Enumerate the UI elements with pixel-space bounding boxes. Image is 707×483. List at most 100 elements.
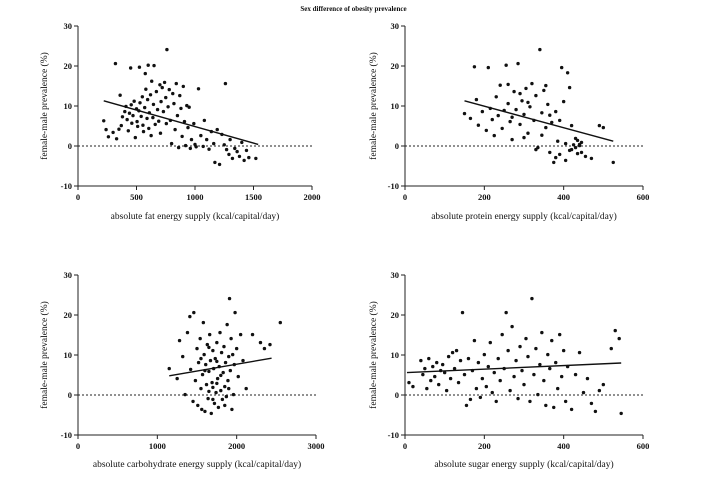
data-point <box>268 342 272 347</box>
data-point <box>546 102 550 107</box>
data-point <box>554 155 558 160</box>
data-point <box>573 145 578 150</box>
data-point <box>176 145 181 150</box>
data-point <box>160 85 164 90</box>
x-tick-label: 200 <box>478 192 491 202</box>
data-point <box>114 137 119 141</box>
y-tick-label: 30 <box>391 270 400 280</box>
data-point <box>229 336 233 341</box>
data-point <box>212 401 217 406</box>
data-point <box>119 123 123 128</box>
data-point <box>452 366 457 371</box>
y-tick-label: 10 <box>391 101 400 111</box>
data-point <box>522 135 526 140</box>
data-point <box>421 372 425 377</box>
data-point <box>241 358 245 363</box>
data-point <box>554 360 558 365</box>
data-point <box>215 376 220 381</box>
data-point <box>437 382 441 387</box>
data-point <box>609 346 613 351</box>
data-point <box>534 147 538 152</box>
data-point <box>556 386 560 391</box>
data-point <box>506 101 510 106</box>
data-point <box>153 122 157 127</box>
data-point <box>201 144 205 149</box>
data-point <box>225 322 229 327</box>
data-point <box>460 310 465 315</box>
data-point <box>247 155 251 160</box>
x-axis-label: absolute carbohydrate energy supply (kca… <box>93 459 301 470</box>
data-point <box>222 344 226 349</box>
data-point <box>524 86 528 91</box>
x-tick-label: 0 <box>403 192 407 202</box>
data-point <box>496 113 500 118</box>
data-point <box>135 119 139 124</box>
data-point <box>143 71 147 76</box>
data-point <box>480 109 485 114</box>
data-point <box>212 141 216 146</box>
data-point <box>492 370 496 375</box>
data-point <box>262 346 267 351</box>
data-point <box>565 71 570 75</box>
scatter-panel-4: -10 0 10 20 30 0 200 400 600 absolute sugar energ… <box>368 270 649 470</box>
data-point <box>181 354 185 359</box>
data-point <box>155 107 160 112</box>
data-point <box>550 338 554 343</box>
data-point <box>486 364 490 369</box>
x-tick-label: 2000 <box>304 192 321 202</box>
data-point <box>186 125 190 130</box>
data-point <box>193 378 198 383</box>
data-point <box>478 395 483 400</box>
y-tick-label: -10 <box>61 430 72 440</box>
data-point <box>214 390 218 395</box>
data-point <box>178 93 182 98</box>
data-point <box>575 151 580 156</box>
data-point <box>522 112 526 117</box>
data-point <box>147 126 151 131</box>
data-point <box>548 150 552 155</box>
data-point <box>518 122 522 127</box>
data-point <box>532 372 536 377</box>
data-point <box>601 382 606 387</box>
data-point <box>563 141 568 146</box>
data-point <box>569 407 574 412</box>
data-point <box>218 330 222 335</box>
data-point <box>129 103 133 107</box>
data-point <box>496 356 500 361</box>
data-point <box>177 338 182 343</box>
data-point <box>203 409 207 414</box>
data-point <box>183 143 188 148</box>
data-point <box>440 362 445 367</box>
data-point <box>192 121 196 126</box>
data-point <box>492 133 496 138</box>
data-point <box>188 367 193 372</box>
data-point <box>223 384 227 389</box>
data-point <box>490 117 494 122</box>
data-point <box>540 111 544 115</box>
data-point <box>427 356 431 361</box>
data-point <box>579 140 584 145</box>
data-point <box>144 87 148 91</box>
x-tick-label: 3000 <box>308 441 325 451</box>
data-point <box>233 310 237 315</box>
data-point <box>102 119 106 123</box>
data-point <box>484 384 489 389</box>
data-point <box>200 407 204 412</box>
data-point <box>228 368 233 373</box>
data-point <box>227 152 231 157</box>
data-point <box>183 392 187 397</box>
data-point <box>556 139 560 143</box>
data-point <box>571 143 576 147</box>
x-tick-label: 200 <box>478 441 491 451</box>
y-tick-label: 30 <box>391 21 400 31</box>
data-point <box>554 109 558 114</box>
data-point <box>546 352 550 357</box>
data-point <box>544 403 548 408</box>
trend-line <box>169 357 272 377</box>
data-point <box>196 403 200 408</box>
y-tick-label: 20 <box>64 61 73 71</box>
data-point <box>514 107 518 112</box>
data-point <box>169 141 174 146</box>
data-point <box>211 397 215 402</box>
data-point <box>548 113 552 117</box>
